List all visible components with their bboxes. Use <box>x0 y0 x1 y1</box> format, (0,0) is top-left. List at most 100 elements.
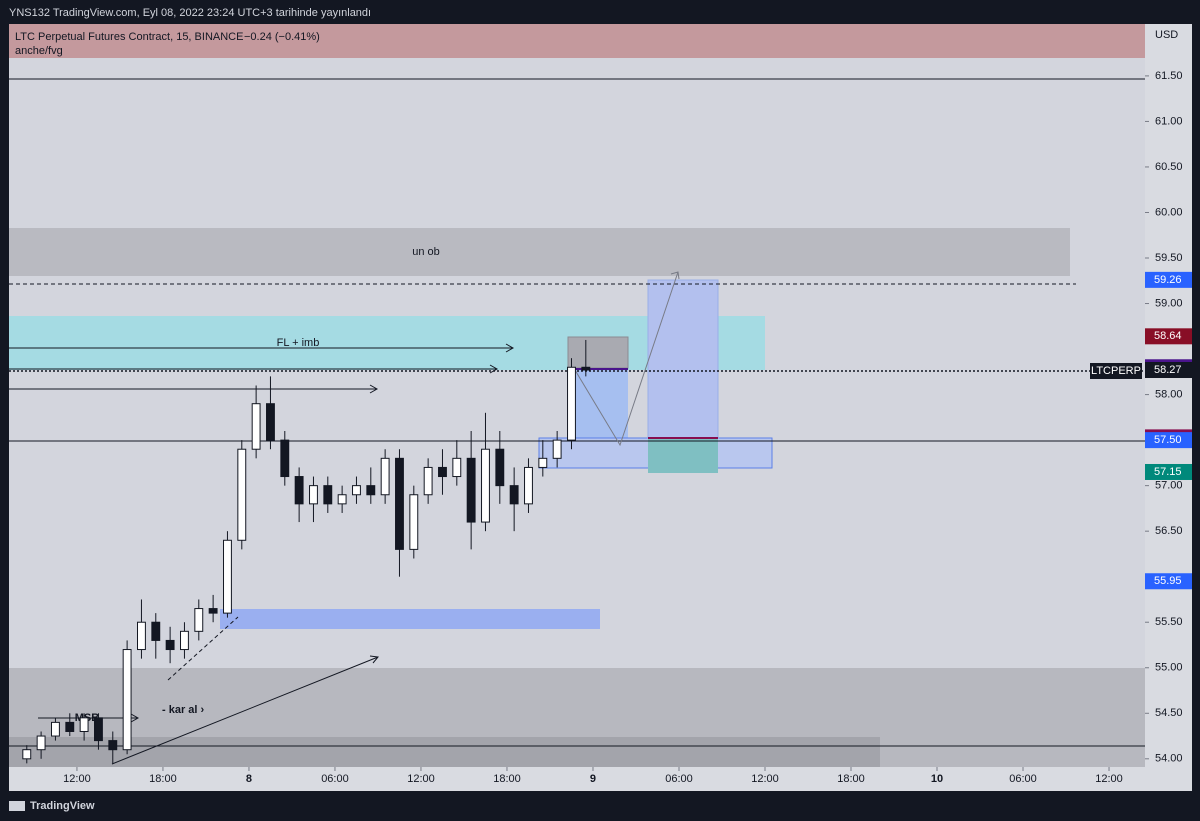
publish-note: YNS132 TradingView.com, Eyl 08, 2022 23:… <box>9 7 371 19</box>
x-tick-label: 10 <box>931 773 943 785</box>
price-tag <box>1145 432 1192 449</box>
candle-body <box>251 403 261 450</box>
candle-body <box>509 485 519 505</box>
demand-zone-dark <box>9 737 880 767</box>
candle-body <box>438 466 447 478</box>
price-tag-label: 57.50 <box>1154 434 1182 446</box>
x-tick-label: 06:00 <box>665 773 693 785</box>
x-tick-label: 9 <box>590 773 596 785</box>
price-tag-label: 58.27 <box>1154 364 1182 376</box>
candle-body <box>409 494 419 550</box>
arrow <box>9 384 379 394</box>
candle-body <box>337 494 347 505</box>
candle-body <box>366 485 376 496</box>
x-tick-label: 8 <box>246 773 252 785</box>
y-tick-label: 57.00 <box>1155 480 1183 492</box>
candle-body <box>22 749 32 760</box>
price-axis <box>1145 24 1192 767</box>
price-tag-label: 57.15 <box>1154 466 1182 478</box>
candle-body <box>266 403 275 441</box>
indicator: anche/fvg <box>15 45 63 57</box>
candle-body <box>165 639 175 651</box>
position-stop <box>567 336 629 369</box>
symbol-tag-label: LTCPERP <box>1091 365 1141 377</box>
symbol: LTC Perpetual Futures Contract, 15, BINA… <box>15 31 243 43</box>
x-tick-label: 18:00 <box>493 773 521 785</box>
candle-body <box>352 485 361 496</box>
price-tag-label: 58.64 <box>1154 330 1182 342</box>
y-tick-label: 60.00 <box>1155 206 1183 218</box>
candle-body <box>495 448 505 487</box>
arrows <box>9 271 680 765</box>
legend-bar <box>9 24 1145 58</box>
y-tick-label: 59.50 <box>1155 252 1183 264</box>
candle-body <box>122 649 132 751</box>
x-tick-label: 18:00 <box>149 773 177 785</box>
projection <box>574 271 680 447</box>
candle-body <box>581 366 591 371</box>
trend-line <box>167 616 239 681</box>
axes: 61.50 61.00 60.50 60.00 59.50 59.00 58.00 57.00… <box>63 70 1192 785</box>
price-tag <box>1145 573 1192 590</box>
y-tick-label: 55.00 <box>1155 662 1183 674</box>
brand: TradingView <box>30 800 95 812</box>
candle-body <box>223 539 232 614</box>
y-tick-label: 60.50 <box>1155 161 1183 173</box>
symbol-tag <box>1090 363 1142 379</box>
candle-body <box>65 721 75 732</box>
candle-body <box>180 630 189 651</box>
x-tick-label: 06:00 <box>321 773 349 785</box>
y-tick-label: 55.50 <box>1155 616 1183 628</box>
currency: USD <box>1155 29 1178 41</box>
candle-body <box>280 439 290 478</box>
candle-body <box>309 485 318 505</box>
long-stop <box>648 438 718 473</box>
x-tick-label: 06:00 <box>1009 773 1037 785</box>
x-tick-label: 12:00 <box>1095 773 1123 785</box>
candle-body <box>567 366 576 441</box>
y-tick-label: 54.50 <box>1155 707 1183 719</box>
candles <box>22 339 591 764</box>
y-tick-label: 58.00 <box>1155 388 1183 400</box>
annotation: un ob <box>412 246 440 258</box>
brand-logo <box>9 801 25 811</box>
candle-body <box>294 476 304 505</box>
candle-body <box>208 608 218 614</box>
candle-body <box>395 457 404 550</box>
arrow <box>9 343 515 353</box>
annotation: FL + imb <box>277 337 320 349</box>
candle-body <box>552 439 562 459</box>
x-tick-label: 12:00 <box>751 773 779 785</box>
y-tick-label: 59.00 <box>1155 297 1183 309</box>
long-target <box>647 279 719 439</box>
time-axis <box>9 767 1192 791</box>
price-tag <box>1145 271 1192 288</box>
y-tick-label: 61.50 <box>1155 70 1183 82</box>
arrow <box>111 655 379 765</box>
fl-imb-zone <box>9 316 765 370</box>
candle-body <box>452 457 462 478</box>
change: −0.24 (−0.41%) <box>244 31 320 43</box>
candle-body <box>323 485 333 505</box>
candle-body <box>151 621 161 641</box>
price-tag <box>1145 328 1192 345</box>
candle-body <box>79 717 89 732</box>
position-target <box>568 370 628 441</box>
annotation: - kar al › <box>162 704 205 716</box>
candle-body <box>108 740 118 751</box>
price-tag-label: 55.95 <box>1154 575 1182 587</box>
x-tick-label: 18:00 <box>837 773 865 785</box>
y-tick-label: 54.00 <box>1155 753 1183 765</box>
candle-body <box>51 721 60 737</box>
price-tag <box>1145 362 1192 379</box>
candle-body <box>237 448 247 541</box>
un-ob-zone <box>9 228 1070 276</box>
x-tick-label: 12:00 <box>63 773 91 785</box>
y-tick-label: 56.50 <box>1155 525 1183 537</box>
candle-body <box>466 457 476 523</box>
candle-body <box>194 608 204 632</box>
candle-body <box>524 466 533 505</box>
candle-body <box>481 448 490 523</box>
